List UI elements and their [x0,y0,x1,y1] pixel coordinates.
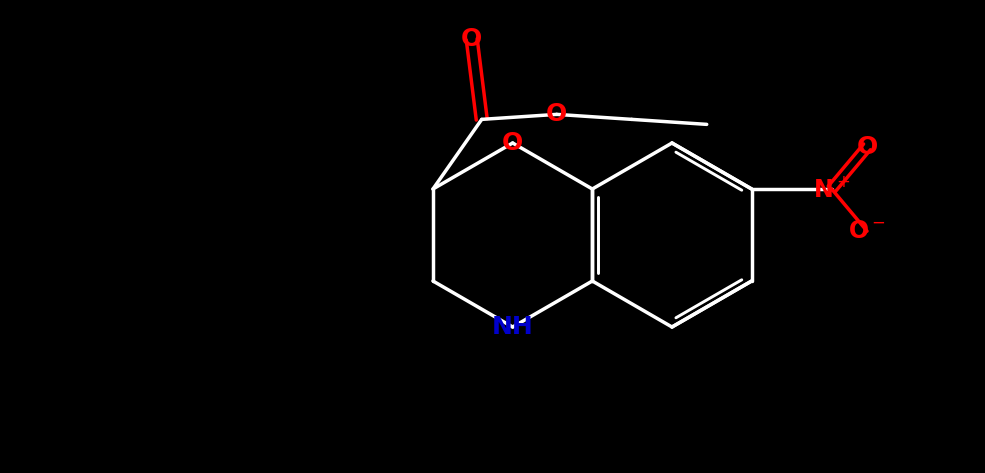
Text: O: O [461,27,483,52]
Text: NH: NH [492,315,534,339]
Text: O: O [502,131,523,155]
Text: O$^-$: O$^-$ [848,219,886,243]
Text: O: O [856,135,878,159]
Text: O: O [546,102,567,126]
Text: N$^+$: N$^+$ [813,176,850,201]
